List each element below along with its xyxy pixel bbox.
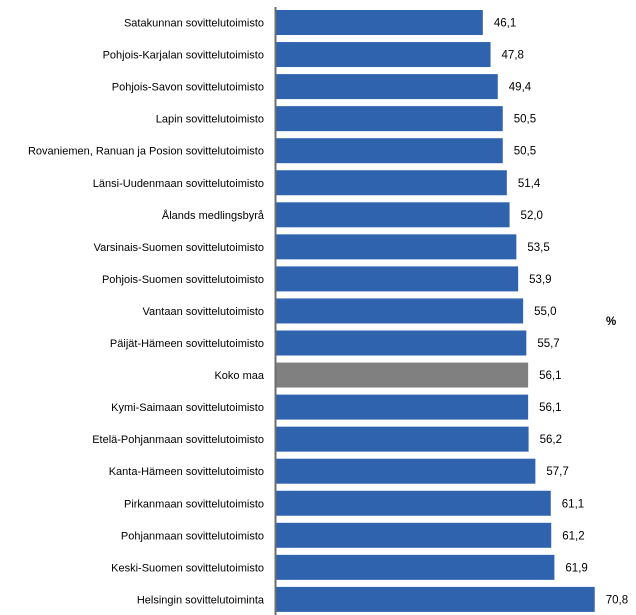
category-label: Lapin sovittelutoimisto bbox=[156, 114, 264, 126]
data-label: 61,9 bbox=[565, 562, 587, 574]
bar bbox=[276, 362, 529, 388]
category-label: Koko maa bbox=[214, 370, 264, 382]
bar bbox=[276, 234, 517, 260]
bar bbox=[276, 266, 519, 292]
data-label: 56,1 bbox=[539, 402, 561, 414]
data-label: 53,5 bbox=[527, 242, 549, 254]
category-label: Pohjois-Savon sovittelutoimisto bbox=[112, 82, 264, 94]
bar bbox=[276, 202, 510, 228]
bar bbox=[276, 298, 524, 324]
category-label: Varsinais-Suomen sovittelutoimisto bbox=[94, 242, 264, 254]
data-label: 50,5 bbox=[514, 146, 536, 158]
data-label: 55,0 bbox=[534, 306, 556, 318]
data-label: 47,8 bbox=[502, 50, 524, 62]
bar bbox=[276, 106, 503, 132]
category-label: Pirkanmaan sovittelutoimisto bbox=[124, 498, 264, 510]
category-label: Kanta-Hämeen sovittelutoimisto bbox=[109, 466, 264, 478]
data-label: 56,1 bbox=[539, 370, 561, 382]
data-label: 70,8 bbox=[606, 594, 628, 606]
bar bbox=[276, 138, 503, 164]
bar bbox=[276, 330, 527, 356]
data-label: 55,7 bbox=[537, 338, 559, 350]
category-label: Helsingin sovittelutoiminta bbox=[137, 594, 265, 606]
bar bbox=[276, 554, 555, 580]
bar bbox=[276, 394, 529, 420]
bar bbox=[276, 522, 552, 548]
bar bbox=[276, 458, 536, 484]
category-label: Pohjois-Karjalan sovittelutoimisto bbox=[103, 50, 264, 62]
data-label: 50,5 bbox=[514, 114, 536, 126]
category-label: Länsi-Uudenmaan sovittelutoimisto bbox=[93, 178, 264, 190]
category-label: Pohjois-Suomen sovittelutoimisto bbox=[102, 274, 264, 286]
bar bbox=[276, 42, 491, 68]
category-label: Satakunnan sovittelutoimisto bbox=[124, 18, 264, 30]
data-label: 49,4 bbox=[509, 82, 532, 94]
category-label: Etelä-Pohjanmaan sovittelutoimisto bbox=[92, 434, 264, 446]
data-label: 52,0 bbox=[521, 210, 543, 222]
category-label: Rovaniemen, Ranuan ja Posion sovitteluto… bbox=[28, 146, 264, 158]
category-label: Päijät-Hämeen sovittelutoimisto bbox=[110, 338, 264, 350]
unit-label: % bbox=[606, 316, 616, 328]
data-label: 53,9 bbox=[529, 274, 551, 286]
bar bbox=[276, 10, 483, 35]
data-label: 46,1 bbox=[494, 18, 516, 30]
data-label: 61,2 bbox=[562, 530, 584, 542]
bar bbox=[276, 74, 498, 100]
data-label: 56,2 bbox=[540, 434, 562, 446]
data-label: 51,4 bbox=[518, 178, 541, 190]
data-label: 57,7 bbox=[546, 466, 568, 478]
bar bbox=[276, 490, 551, 516]
data-label: 61,1 bbox=[562, 498, 584, 510]
category-label: Pohjanmaan sovittelutoimisto bbox=[121, 530, 264, 542]
bar bbox=[276, 426, 529, 452]
category-label: Keski-Suomen sovittelutoimisto bbox=[111, 562, 264, 574]
bar bbox=[276, 586, 595, 612]
category-label: Vantaan sovittelutoimisto bbox=[143, 306, 264, 318]
category-label: Kymi-Saimaan sovittelutoimisto bbox=[111, 402, 264, 414]
bar bbox=[276, 170, 507, 196]
category-label: Ålands medlingsbyrå bbox=[162, 209, 265, 222]
